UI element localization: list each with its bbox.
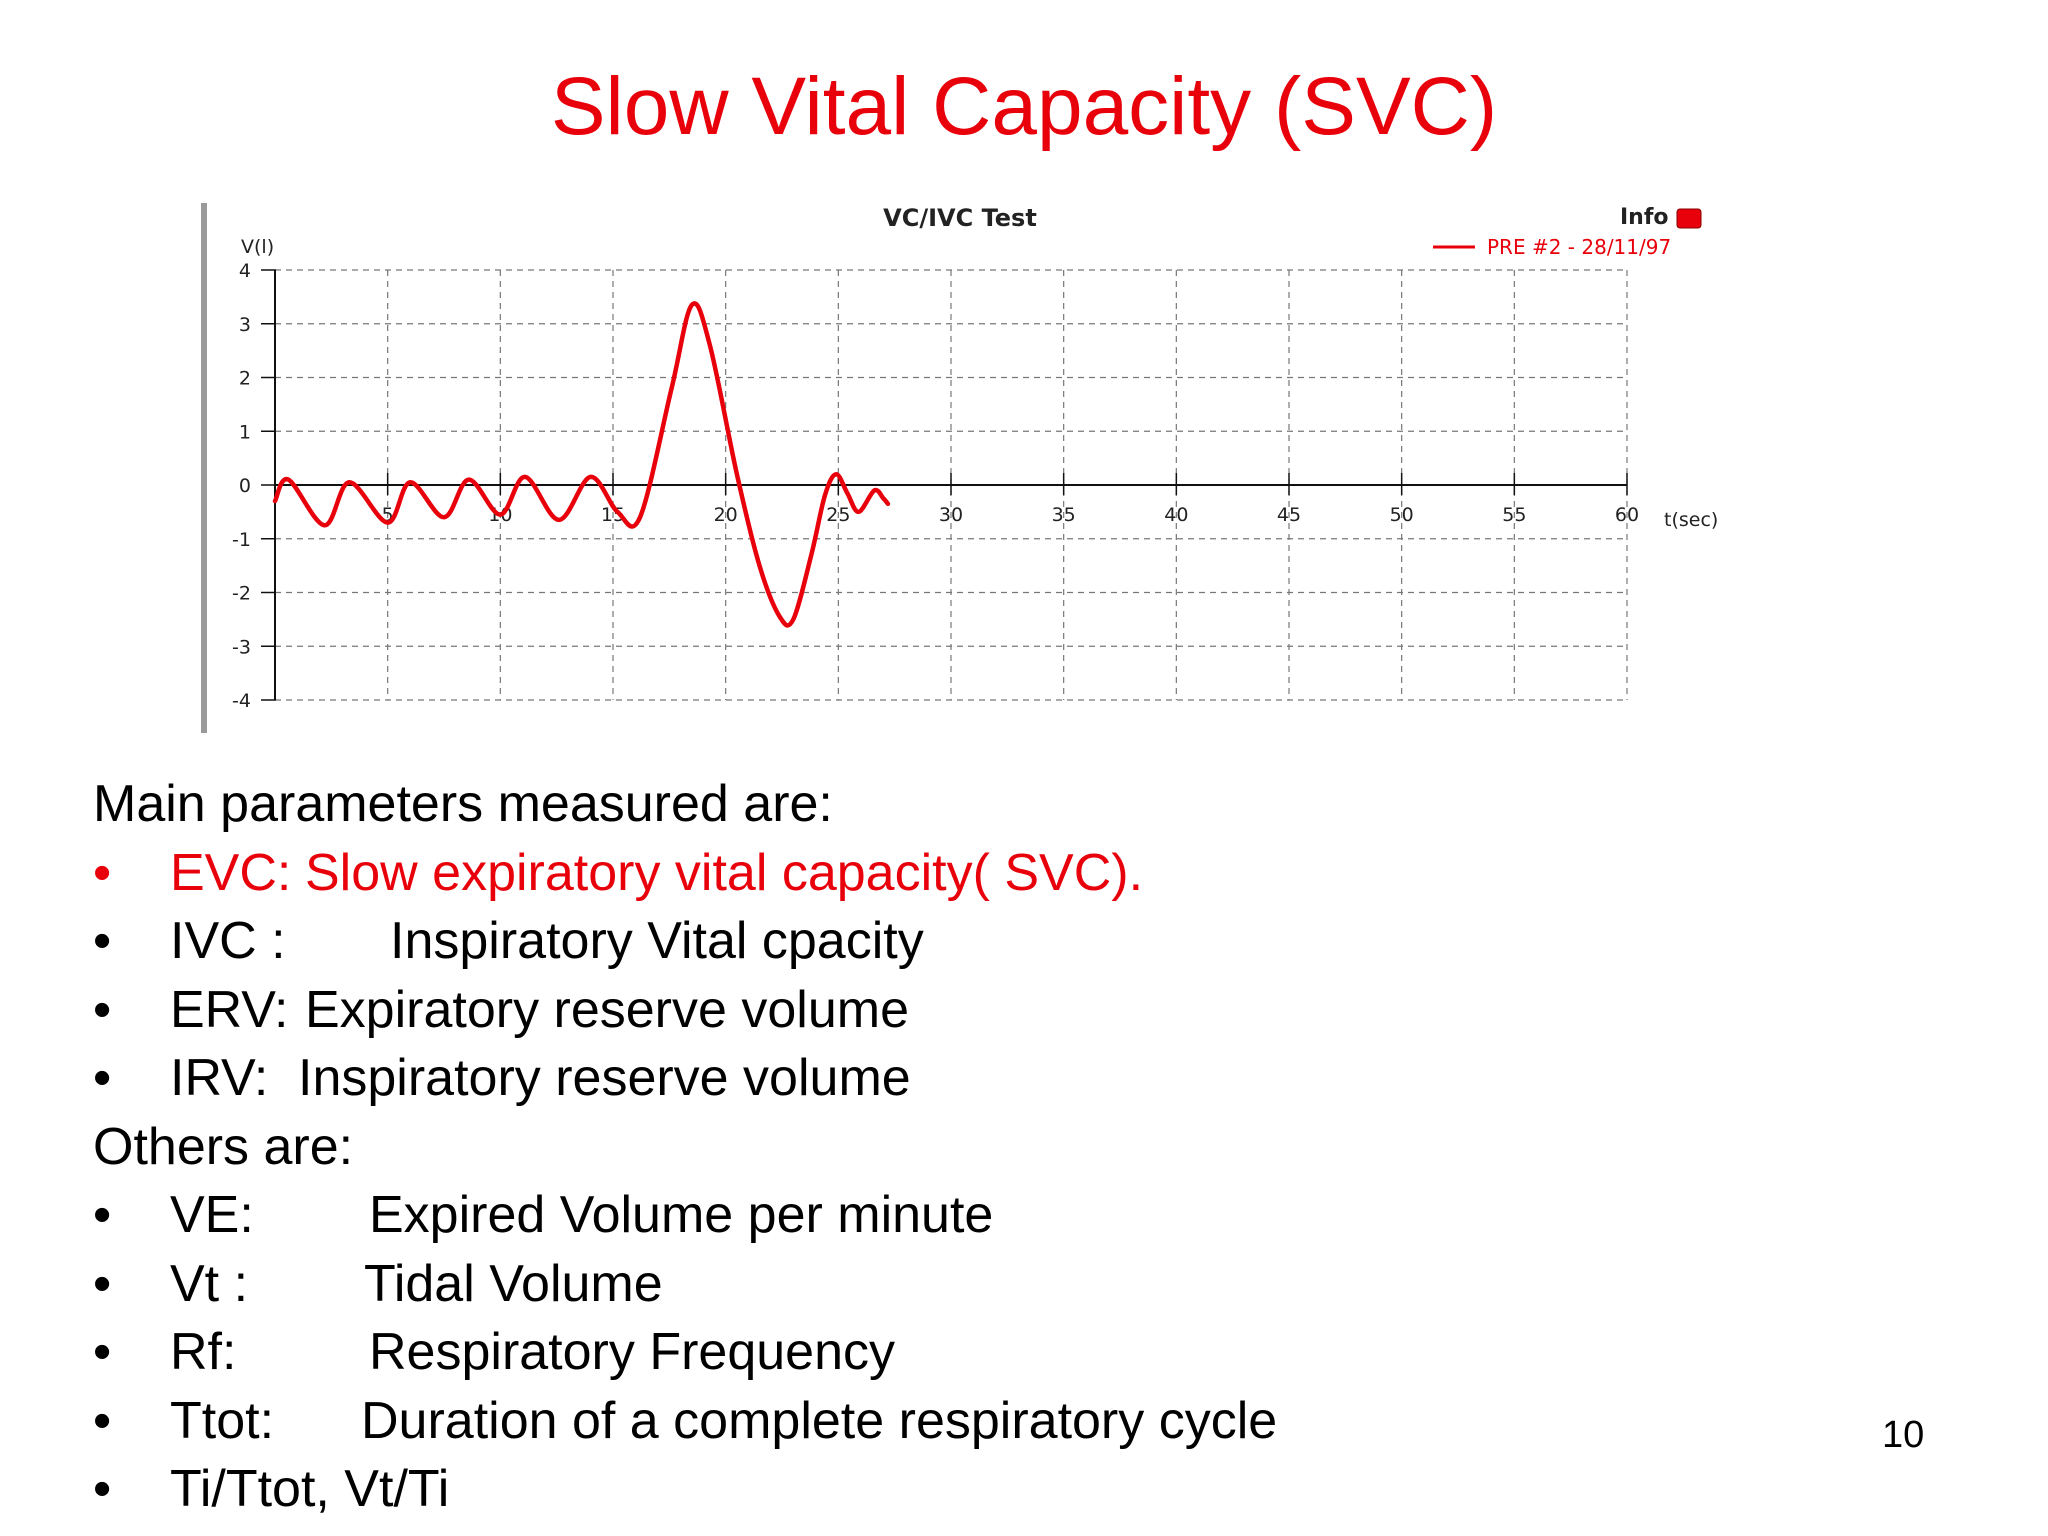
parameter-term: Ti/Ttot, Vt/Ti: [170, 1460, 450, 1518]
bullet: •: [93, 1391, 112, 1450]
bullet: •: [93, 1186, 112, 1244]
y-tick-label: -3: [232, 636, 251, 658]
parameter-description: Tidal Volume: [364, 1254, 663, 1313]
bullet: •: [93, 912, 112, 970]
parameter-description: Slow expiratory vital capacity( SVC).: [305, 843, 1144, 902]
chart-svg: VC/IVC Test V(l) Info PRE #2 - 28/11/97 …: [201, 203, 1718, 733]
parameter-list: Main parameters measured are: • EVC: Slow …: [93, 770, 1893, 1524]
parameter-term: IVC :: [170, 912, 286, 970]
x-tick-label: 60: [1615, 504, 1639, 526]
chart-left-border: [201, 203, 207, 733]
info-icon[interactable]: [1676, 208, 1702, 229]
parameter-term: ERV:: [170, 980, 289, 1039]
other-item: • Vt : Tidal Volume: [93, 1250, 1893, 1319]
main-parameter-list: • EVC: Slow expiratory vital capacity( SVC…: [93, 839, 1893, 1113]
other-parameter-list: • VE: Expired Volume per minute • Vt : Tidal …: [93, 1181, 1893, 1524]
y-axis-label: V(l): [241, 236, 274, 258]
main-item: • EVC: Slow expiratory vital capacity( SVC…: [93, 839, 1893, 908]
y-tick-label: 2: [239, 368, 251, 390]
others-heading: Others are:: [93, 1117, 354, 1176]
parameter-term: EVC:: [170, 843, 292, 902]
bullet: •: [93, 843, 112, 902]
info-label: Info: [1620, 205, 1669, 230]
parameter-description: Inspiratory reserve volume: [298, 1049, 911, 1107]
legend-label: PRE #2 - 28/11/97: [1487, 235, 1671, 259]
y-tick-label: 1: [239, 421, 251, 443]
x-tick-label: 50: [1390, 504, 1414, 526]
bullet: •: [93, 1323, 112, 1381]
x-tick-label: 30: [939, 504, 963, 526]
x-tick-label: 25: [826, 504, 850, 526]
parameter-term: Vt :: [170, 1254, 249, 1313]
bullet: •: [93, 1254, 112, 1313]
chart-axes: [261, 269, 1628, 701]
x-tick-label: 35: [1052, 504, 1076, 526]
bullet: •: [93, 1049, 112, 1107]
x-tick-label: 40: [1164, 504, 1188, 526]
y-tick-label: 0: [239, 475, 251, 497]
main-item: • IRV: Inspiratory reserve volume: [93, 1044, 1893, 1113]
x-tick-label: 20: [714, 504, 738, 526]
main-item: • IVC : Inspiratory Vital cpacity: [93, 907, 1893, 976]
x-axis-label: t(sec): [1664, 509, 1718, 531]
page-number: 10: [1882, 1414, 1925, 1456]
x-tick-label: 55: [1502, 504, 1526, 526]
other-item: • Rf: Respiratory Frequency: [93, 1318, 1893, 1387]
parameter-term: Rf:: [170, 1323, 237, 1381]
slide-title: Slow Vital Capacity (SVC): [550, 61, 1498, 152]
svc-chart: VC/IVC Test V(l) Info PRE #2 - 28/11/97 …: [195, 195, 1755, 755]
chart-series: [272, 301, 891, 628]
parameter-term: VE:: [170, 1186, 254, 1244]
x-tick-label: 45: [1277, 504, 1301, 526]
parameter-description: Expired Volume per minute: [369, 1186, 994, 1244]
x-tick-label: 15: [601, 504, 625, 526]
parameter-term: Ttot:: [170, 1391, 275, 1450]
chart-title: VC/IVC Test: [883, 204, 1037, 232]
series-line: [272, 301, 891, 628]
parameter-description: Respiratory Frequency: [369, 1323, 895, 1381]
parameter-term: IRV:: [170, 1049, 269, 1107]
y-tick-label: -1: [232, 529, 251, 551]
parameter-description: Expiratory reserve volume: [305, 980, 909, 1039]
y-tick-label: 3: [239, 314, 251, 336]
parameter-description: Inspiratory Vital cpacity: [390, 912, 924, 970]
parameter-description: Duration of a complete respiratory cycle: [361, 1391, 1278, 1450]
y-tick-label: -2: [232, 583, 251, 605]
bullet: •: [93, 980, 112, 1039]
other-item: • Ttot: Duration of a complete respiratory…: [93, 1387, 1893, 1456]
main-heading: Main parameters measured are:: [93, 775, 833, 833]
y-tick-label: 4: [239, 260, 251, 282]
bullet: •: [93, 1460, 112, 1518]
other-item: • Ti/Ttot, Vt/Ti: [93, 1455, 1893, 1524]
other-item: • VE: Expired Volume per minute: [93, 1181, 1893, 1250]
main-item: • ERV: Expiratory reserve volume: [93, 976, 1893, 1045]
y-tick-label: -4: [232, 690, 251, 712]
